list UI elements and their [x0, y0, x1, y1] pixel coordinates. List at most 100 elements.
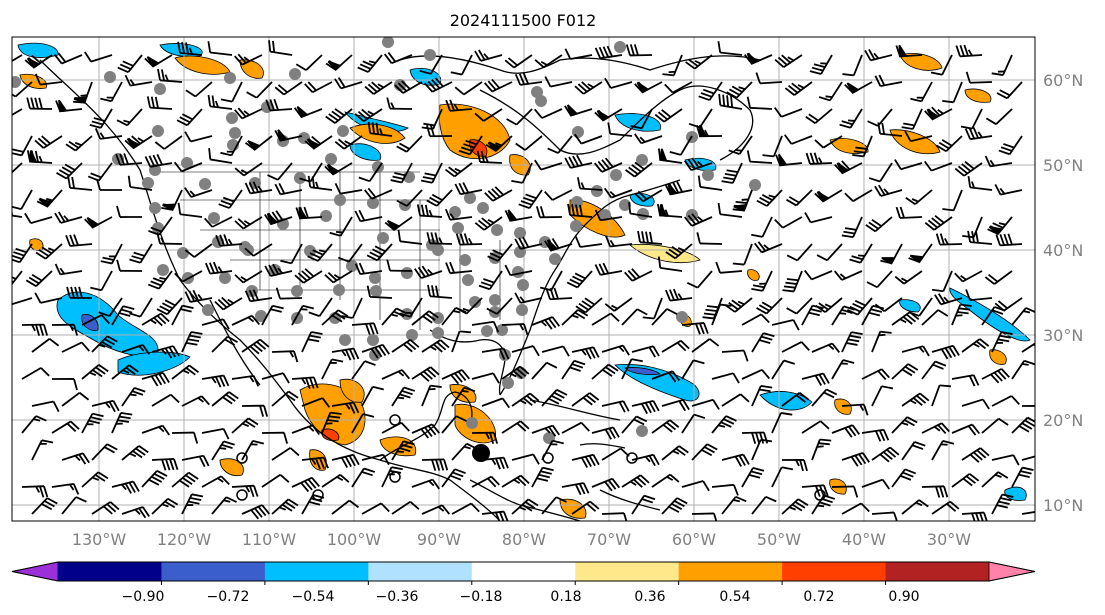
wind-barb-icon: [849, 243, 873, 264]
wind-barb-icon: [354, 262, 383, 276]
wind-barb-icon: [474, 49, 503, 62]
wind-barb-icon: [34, 292, 63, 304]
wind-barb-icon: [534, 54, 563, 69]
wind-barb-icon: [511, 392, 540, 407]
wind-barb-icon: [831, 424, 861, 438]
colorbar: [11, 561, 1036, 585]
wind-barb-icon: [728, 135, 753, 155]
wind-barb-icon: [334, 182, 363, 195]
wind-barb-icon: [321, 358, 344, 380]
wind-barb-icon: [24, 54, 53, 69]
wind-barb-icon: [574, 81, 603, 95]
lon-label: 40°W: [842, 530, 886, 549]
wind-barb-icon: [141, 424, 170, 436]
wind-barb-icon: [751, 496, 777, 515]
wind-barb-icon: [637, 230, 663, 245]
wind-barb-icon: [454, 182, 483, 196]
wind-barb-icon: [751, 384, 773, 407]
wind-barb-icon: [871, 330, 892, 353]
wind-barb-icon: [234, 53, 263, 66]
wind-barb-icon: [721, 349, 749, 362]
wind-barb-icon: [544, 76, 573, 88]
wind-barb-icon: [241, 439, 265, 461]
wind-barb-icon: [454, 81, 483, 96]
wind-barb-icon: [293, 106, 323, 119]
wind-barb-icon: [955, 44, 983, 58]
wind-barb-icon: [73, 81, 93, 104]
wind-barb-icon: [89, 108, 113, 129]
wind-barb-icon: [354, 108, 383, 123]
wind-barb-icon: [1021, 511, 1035, 515]
wind-barb-icon: [531, 361, 558, 380]
wind-barb-icon: [691, 443, 718, 461]
wind-barb-icon: [625, 44, 653, 57]
coastlines: [39, 55, 761, 521]
wind-barb-icon: [351, 413, 375, 434]
wind-barb-icon: [421, 384, 442, 407]
wind-barb-icon: [331, 499, 360, 515]
wind-barb-icon: [21, 415, 47, 434]
wind-barb-icon: [51, 482, 80, 495]
wind-barb-icon: [185, 81, 213, 98]
colorbar-segment: [368, 562, 473, 581]
wind-barb-icon: [156, 297, 183, 316]
wind-barb-icon: [478, 270, 503, 291]
wind-barb-icon: [201, 318, 230, 330]
wind-barb-icon: [26, 150, 53, 164]
wind-barb-icon: [241, 504, 271, 520]
wind-barb-icon: [244, 181, 273, 195]
wind-barb-icon: [891, 468, 917, 488]
wind-barb-icon: [484, 186, 513, 202]
wind-barb-icon: [544, 238, 573, 252]
wind-barb-icon: [51, 420, 80, 434]
wind-barb-icon: [894, 159, 923, 171]
wind-barb-icon: [416, 204, 443, 218]
wind-barb-icon: [965, 71, 993, 84]
wind-barb-icon: [844, 81, 873, 94]
wind-barb-icon: [811, 438, 832, 461]
wind-barb-icon: [424, 77, 453, 93]
lon-label: 130°W: [72, 530, 127, 549]
wind-barb-icon: [514, 292, 543, 304]
wind-barb-icon: [81, 471, 109, 488]
wind-barb-icon: [177, 202, 203, 218]
wind-barb-icon: [354, 209, 383, 223]
wind-barb-icon: [593, 157, 623, 173]
wind-barb-icon: [594, 108, 623, 122]
wind-barb-icon: [669, 135, 693, 156]
wind-barb-icon: [665, 288, 693, 302]
wind-barb-icon: [961, 447, 990, 463]
wind-barb-icon: [271, 350, 299, 363]
wind-barb-icon: [474, 216, 503, 231]
wind-barb-icon: [571, 346, 600, 360]
wind-barb-icon: [31, 439, 54, 461]
wind-barb-icon: [396, 189, 423, 207]
wind-barb-icon: [81, 412, 104, 434]
wind-barb-icon: [681, 322, 709, 335]
wind-barb-icon: [786, 189, 813, 207]
wind-barb-icon: [634, 81, 663, 94]
wind-barb-icon: [390, 162, 413, 184]
wind-barb-icon: [171, 471, 199, 488]
wind-barb-icon: [717, 41, 743, 56]
wind-barb-icon: [834, 160, 863, 175]
wind-barb-icon: [564, 154, 593, 169]
wind-barb-icon: [451, 330, 472, 353]
wind-barb-icon: [601, 447, 630, 461]
wind-barb-icon: [924, 160, 953, 172]
wind-barb-icon: [631, 494, 656, 515]
wind-barb-icon: [141, 312, 170, 327]
wind-barb-icon: [151, 393, 180, 407]
wind-barb-icon: [631, 400, 660, 415]
wind-barb-icon: [871, 446, 900, 463]
wind-barb-icon: [718, 93, 743, 110]
wind-barb-icon: [411, 310, 439, 326]
wind-barb-icon: [100, 243, 123, 265]
wind-barb-icon: [781, 341, 810, 353]
wind-barb-icon: [818, 81, 843, 102]
wind-barb-icon: [481, 397, 510, 409]
wind-barb-icon: [861, 478, 890, 490]
wind-barb-icon: [386, 97, 413, 110]
colorbar-tick-label: −0.36: [376, 589, 419, 605]
wind-barb-icon: [691, 512, 718, 521]
